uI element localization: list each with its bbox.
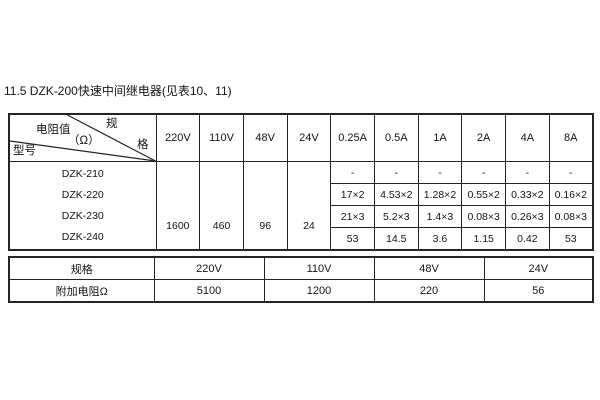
column-header: 1A — [417, 113, 463, 162]
value-cell: 1.4×3 — [417, 205, 463, 228]
ohm-unit-label: （Ω） — [68, 135, 100, 147]
voltage-resistance-cell: 460 — [199, 161, 244, 251]
value-cell: 24V — [483, 256, 594, 280]
spec-label-bottom: 格 — [137, 139, 149, 151]
relay-resistance-table: 规 格 电阻值 （Ω） 型号 220V 110V 48V 24V 0.25A 0… — [8, 113, 594, 251]
value-cell: 5.2×3 — [373, 205, 419, 228]
column-header: 2A — [461, 113, 506, 162]
resistance-value: 460 — [212, 220, 231, 232]
table-row: 17×2 4.53×2 1.28×2 0.55×2 0.33×2 0.16×2 — [9, 183, 594, 206]
resistance-label: 电阻值 — [36, 124, 71, 136]
value-cell: 4.53×2 — [373, 183, 419, 206]
value-cell: 0.16×2 — [548, 183, 594, 206]
section-title: 11.5 DZK-200快速中间继电器(见表10、11) — [4, 84, 232, 98]
voltage-resistance-cell: 96 — [242, 161, 288, 251]
model-header-label: 型号 — [13, 145, 36, 157]
value-cell: 220V — [153, 256, 265, 280]
value-cell: - — [461, 161, 506, 184]
value-cell: 5100 — [153, 279, 265, 303]
value-cell: - — [330, 161, 375, 184]
column-header: 220V — [155, 113, 201, 162]
value-cell: 1.15 — [461, 227, 506, 251]
value-cell: 56 — [483, 279, 594, 303]
resistance-value: 24 — [303, 220, 315, 232]
table-row: 附加电阻Ω 5100 1200 220 56 — [8, 279, 594, 303]
value-cell: 53 — [330, 227, 375, 251]
value-cell: 17×2 — [330, 183, 375, 206]
column-header: 0.25A — [330, 113, 375, 162]
value-cell: 0.08×3 — [548, 205, 594, 228]
additional-resistance-table: 规格 220V 110V 48V 24V 附加电阻Ω 5100 1200 220… — [8, 256, 594, 303]
model-label: DZK-240 — [61, 230, 104, 243]
column-header: 4A — [505, 113, 550, 162]
value-cell: 14.5 — [373, 227, 419, 251]
value-cell: 0.55×2 — [461, 183, 506, 206]
row-label: 规格 — [8, 256, 155, 280]
table-row: 规格 220V 110V 48V 24V — [8, 256, 594, 280]
spec-label-top: 规 — [106, 118, 118, 130]
column-header: 110V — [199, 113, 244, 162]
value-cell: 21×3 — [330, 205, 375, 228]
value-cell: 1200 — [263, 279, 375, 303]
model-label: DZK-220 — [61, 188, 104, 201]
model-label: DZK-210 — [61, 167, 104, 180]
column-header: 8A — [548, 113, 594, 162]
value-cell: 48V — [373, 256, 485, 280]
header-row: 规 格 电阻值 （Ω） 型号 220V 110V 48V 24V 0.25A 0… — [8, 113, 594, 162]
voltage-resistance-cell: 1600 — [155, 161, 201, 251]
diagonal-lines-icon — [10, 115, 155, 161]
resistance-value: 1600 — [166, 220, 190, 232]
value-cell: 0.08×3 — [461, 205, 506, 228]
model-column-cell: DZK-210 DZK-220 DZK-230 DZK-240 — [8, 161, 157, 251]
value-cell: 1.28×2 — [417, 183, 463, 206]
value-cell: - — [505, 161, 550, 184]
value-cell: 0.26×3 — [505, 205, 550, 228]
column-header: 48V — [242, 113, 288, 162]
value-cell: - — [417, 161, 463, 184]
value-cell: 0.42 — [505, 227, 550, 251]
table-row: 21×3 5.2×3 1.4×3 0.08×3 0.26×3 0.08×3 — [9, 205, 594, 228]
value-cell: - — [548, 161, 594, 184]
voltage-resistance-cell: 24 — [286, 161, 332, 251]
resistance-value: 96 — [259, 220, 272, 232]
value-cell: 110V — [263, 256, 375, 280]
row-label: 附加电阻Ω — [8, 279, 155, 303]
value-cell: 220 — [373, 279, 485, 303]
model-label: DZK-230 — [61, 209, 104, 222]
value-cell: - — [373, 161, 419, 184]
value-cell: 53 — [548, 227, 594, 251]
table-row: 53 14.5 3.6 1.15 0.42 53 — [9, 227, 594, 251]
column-header: 0.5A — [373, 113, 419, 162]
value-cell: 3.6 — [417, 227, 463, 251]
diagonal-header-cell: 规 格 电阻值 （Ω） 型号 — [8, 113, 157, 162]
column-header: 24V — [286, 113, 332, 162]
table-row: DZK-210 DZK-220 DZK-230 DZK-240 1600 460… — [8, 161, 594, 251]
value-cell: 0.33×2 — [505, 183, 550, 206]
